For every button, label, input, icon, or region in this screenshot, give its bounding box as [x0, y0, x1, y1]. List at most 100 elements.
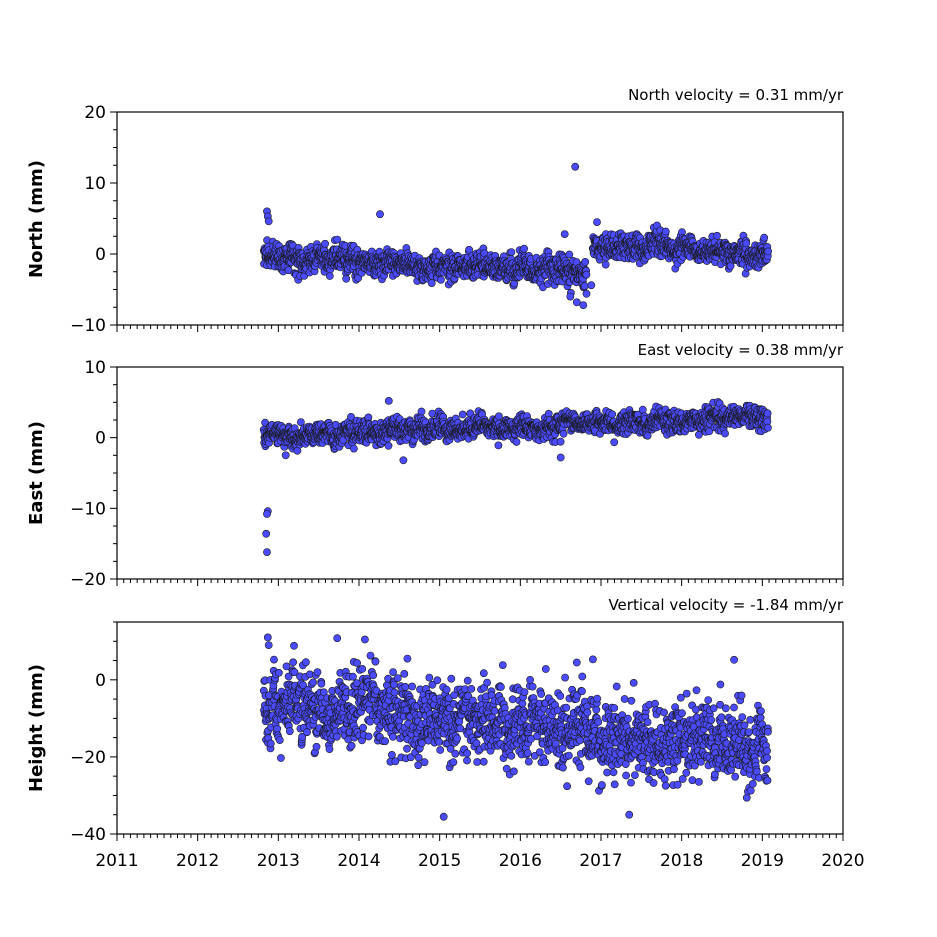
height-points [259, 633, 772, 821]
height-point-26 [266, 739, 275, 748]
north-point-1855 [571, 162, 580, 171]
east-points [259, 396, 772, 556]
north-point-228 [321, 239, 329, 248]
height-point-112 [290, 641, 298, 650]
east-y-tick-label: 10 [84, 358, 106, 378]
north-panel-title: North velocity = 0.31 mm/yr [628, 86, 844, 104]
height-point-366 [358, 665, 367, 673]
height-point-156 [301, 658, 310, 667]
height-point-930 [510, 767, 518, 776]
height-point-587 [417, 739, 426, 747]
height-point-196 [312, 742, 321, 751]
north-point-1661 [713, 231, 721, 240]
east-point-335 [349, 444, 358, 453]
north-y-tick-label: 20 [84, 103, 106, 123]
height-point-415 [371, 657, 380, 666]
height-point-697 [447, 674, 456, 683]
height-point-498 [393, 674, 402, 682]
height-point-656 [436, 746, 445, 754]
east-point-1879 [384, 396, 393, 405]
north-y-tick-label: −10 [70, 316, 106, 336]
north-point-658 [436, 275, 445, 284]
height-point-389 [364, 732, 373, 741]
height-point-38 [270, 655, 278, 664]
east-point-739 [458, 410, 467, 419]
height-point-214 [317, 679, 326, 688]
height-point-60 [275, 736, 284, 744]
height-point-961 [518, 699, 527, 708]
height-point-652 [435, 738, 443, 746]
north-point-1199 [582, 270, 591, 279]
height-point-597 [420, 758, 429, 767]
north-point-1860 [579, 301, 588, 309]
height-panel-ylabel: Height (mm) [26, 664, 47, 792]
east-point-1873 [763, 409, 772, 418]
height-point-793 [473, 758, 482, 766]
height-point-981 [523, 749, 532, 757]
north-point-1861 [582, 289, 591, 298]
east-point-1103 [556, 437, 565, 446]
east-point-874 [494, 412, 503, 421]
north-point-967 [520, 244, 528, 253]
height-point-645 [433, 676, 442, 685]
height-point-758 [463, 676, 472, 685]
east-point-1874 [764, 423, 772, 432]
east-point-1409 [638, 405, 647, 414]
height-point-522 [400, 670, 409, 678]
east-point-939 [512, 438, 521, 446]
height-point-771 [467, 685, 476, 693]
height-point-50 [273, 724, 282, 733]
north-point-920 [507, 248, 516, 256]
north-point-1853 [264, 217, 273, 226]
north-y-tick-label: 0 [95, 245, 106, 265]
height-panel-title: Vertical velocity = -1.84 mm/yr [608, 596, 843, 614]
height-point-615 [425, 673, 434, 682]
east-panel: East velocity = 0.38 mm/yr East (mm) −20… [26, 341, 844, 590]
north-point-624 [427, 279, 436, 287]
east-point-1427 [643, 431, 652, 440]
height-point-376 [360, 635, 369, 644]
north-panel-ylabel: North (mm) [26, 160, 47, 278]
height-point-705 [449, 758, 458, 767]
east-point-1295 [608, 410, 617, 419]
north-points [259, 162, 772, 309]
east-panel-ylabel: East (mm) [26, 421, 47, 525]
north-point-1857 [593, 218, 601, 226]
north-point-1247 [601, 260, 610, 269]
height-point-109 [289, 658, 297, 667]
height-point-818 [479, 669, 488, 678]
north-panel-frame [116, 111, 844, 326]
height-point-551 [408, 682, 416, 691]
height-point-161 [303, 728, 311, 737]
height-point-480 [388, 732, 397, 741]
east-x-axis [116, 579, 844, 586]
north-point-1850 [764, 247, 772, 256]
height-point-64 [276, 754, 285, 762]
east-point-1714 [721, 429, 729, 438]
east-point-1878 [263, 548, 271, 556]
height-point-97 [285, 727, 294, 736]
height-point-920 [507, 752, 516, 760]
east-point-872 [494, 441, 503, 450]
east-point-463 [384, 441, 393, 450]
east-point-1880 [399, 456, 408, 465]
north-x-axis [116, 325, 844, 332]
north-point-1194 [581, 257, 590, 266]
height-point-679 [442, 685, 451, 694]
height-point-969 [520, 688, 529, 696]
height-point-756 [463, 749, 472, 758]
east-point-81 [281, 451, 290, 460]
height-point-858 [490, 707, 499, 715]
height-point-369 [359, 723, 367, 732]
height-point-476 [387, 751, 396, 759]
height-point-331 [348, 672, 357, 681]
north-point-1836 [760, 233, 769, 242]
height-point-755 [463, 756, 471, 765]
height-point-817 [479, 757, 488, 766]
east-point-1877 [262, 529, 271, 538]
north-point-763 [465, 245, 473, 254]
north-panel: North velocity = 0.31 mm/yr North (mm) −… [26, 86, 844, 336]
east-point-1114 [559, 429, 568, 438]
